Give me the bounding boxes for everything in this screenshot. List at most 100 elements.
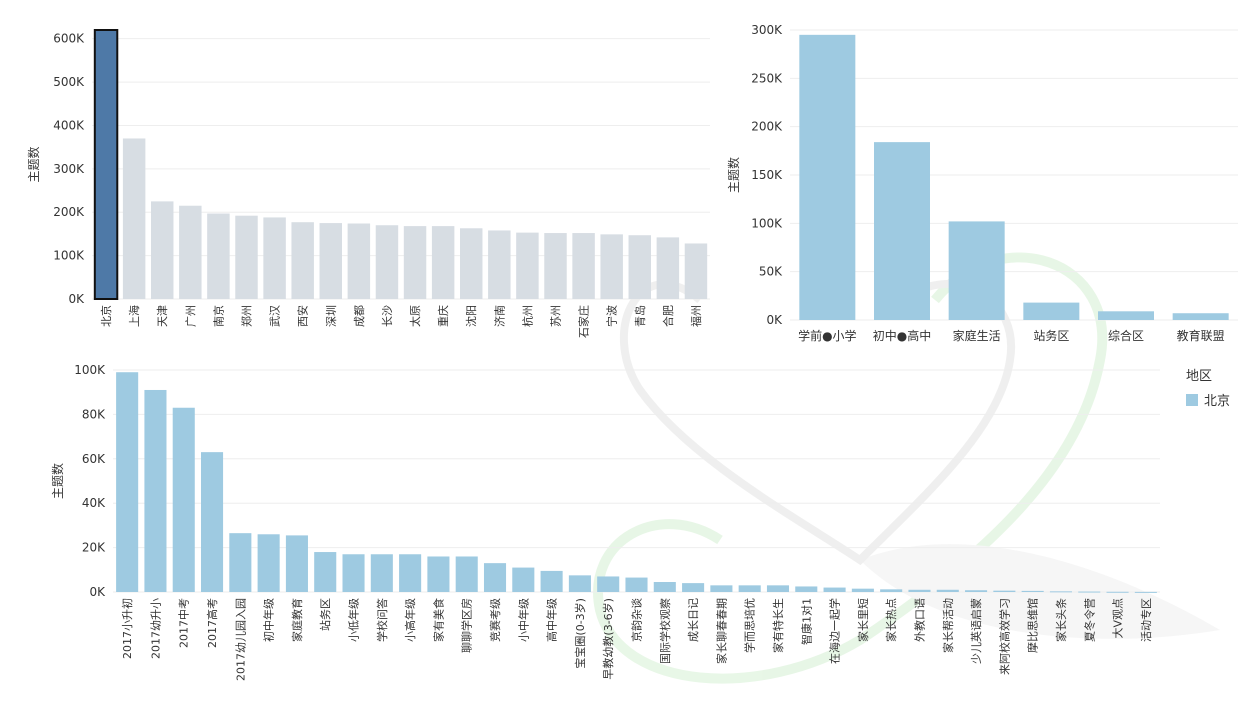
- legend-entry[interactable]: 北京: [1186, 390, 1230, 409]
- bar[interactable]: [370, 554, 393, 592]
- y-tick-label: 400K: [53, 118, 85, 132]
- bar[interactable]: [257, 534, 280, 592]
- category-label: 苏州: [550, 305, 563, 327]
- bar[interactable]: [908, 589, 931, 592]
- bar[interactable]: [179, 205, 202, 299]
- bar[interactable]: [948, 221, 1005, 320]
- bar[interactable]: [144, 389, 167, 592]
- category-label: 聊聊学区房: [460, 598, 474, 653]
- bar[interactable]: [1023, 302, 1080, 320]
- bar[interactable]: [1098, 311, 1154, 320]
- category-label: 小低年级: [347, 598, 361, 642]
- bar[interactable]: [285, 535, 308, 592]
- bar[interactable]: [1106, 591, 1129, 593]
- y-tick-label: 60K: [82, 452, 106, 466]
- bar[interactable]: [795, 586, 818, 592]
- bar[interactable]: [459, 228, 483, 299]
- category-label: 广州: [184, 305, 197, 327]
- bar[interactable]: [342, 554, 365, 592]
- bar[interactable]: [874, 142, 930, 320]
- category-label: 家庭生活: [953, 328, 1001, 343]
- bar[interactable]: [150, 201, 174, 299]
- bar[interactable]: [766, 585, 790, 592]
- bar[interactable]: [880, 589, 903, 592]
- bar[interactable]: [229, 533, 252, 592]
- bar[interactable]: [540, 570, 563, 592]
- category-label: 摩比思维馆: [1026, 598, 1040, 653]
- category-label: 2017高考: [205, 598, 219, 648]
- bar[interactable]: [455, 556, 478, 592]
- bar[interactable]: [207, 213, 230, 299]
- bar[interactable]: [483, 563, 507, 592]
- bar[interactable]: [93, 29, 119, 300]
- y-tick-label: 500K: [53, 75, 85, 89]
- bar[interactable]: [597, 576, 620, 592]
- bar[interactable]: [572, 233, 595, 299]
- bar[interactable]: [116, 372, 139, 592]
- bar[interactable]: [427, 556, 450, 592]
- category-label: 初中●高中: [873, 328, 931, 343]
- category-label: 竞赛考级: [488, 598, 502, 642]
- bar[interactable]: [347, 223, 371, 299]
- bar[interactable]: [799, 34, 856, 320]
- bar[interactable]: [936, 589, 959, 592]
- bar[interactable]: [628, 235, 652, 299]
- bar[interactable]: [403, 226, 427, 299]
- bar[interactable]: [625, 577, 648, 592]
- bar[interactable]: [172, 407, 195, 592]
- legend: 地区 北京: [1186, 365, 1230, 409]
- bar[interactable]: [1172, 313, 1229, 320]
- bar[interactable]: [544, 233, 567, 299]
- bar[interactable]: [965, 590, 988, 592]
- y-tick-label: 150K: [751, 168, 783, 182]
- category-label: 小中年级: [516, 598, 530, 642]
- bar[interactable]: [516, 232, 539, 299]
- bar[interactable]: [738, 585, 761, 592]
- bar[interactable]: [656, 237, 680, 299]
- bar[interactable]: [1021, 590, 1044, 592]
- bar[interactable]: [653, 582, 676, 592]
- category-label: 家长热点: [884, 598, 898, 642]
- bar[interactable]: [684, 243, 708, 299]
- y-tick-label: 300K: [751, 23, 783, 37]
- bar[interactable]: [682, 583, 705, 592]
- category-label: 北京: [99, 305, 113, 327]
- category-label: 京韵杂谈: [630, 598, 644, 642]
- bar[interactable]: [600, 234, 623, 299]
- category-label: 夏冬令营: [1082, 598, 1096, 642]
- bar[interactable]: [201, 452, 224, 592]
- category-label: 家庭教育: [290, 598, 304, 642]
- y-tick-label: 0K: [89, 585, 106, 599]
- chart-top-left: 0K 100K 200K 300K 400K 500K 600K 主题数北京 上海 天津 广州 南京郑…: [26, 29, 710, 338]
- bar[interactable]: [431, 226, 455, 299]
- category-label: 长沙: [381, 305, 394, 327]
- category-label: 2017中考: [178, 598, 191, 648]
- bar[interactable]: [122, 138, 146, 299]
- bar[interactable]: [512, 567, 535, 592]
- category-label: 外教口语: [913, 598, 926, 642]
- bar[interactable]: [993, 590, 1016, 592]
- bar[interactable]: [488, 230, 511, 299]
- bar[interactable]: [1078, 591, 1101, 593]
- y-tick-label: 100K: [53, 249, 85, 263]
- bar[interactable]: [710, 585, 733, 592]
- bar[interactable]: [1049, 591, 1072, 593]
- bar[interactable]: [823, 587, 846, 592]
- bar[interactable]: [314, 552, 337, 592]
- bar[interactable]: [319, 223, 343, 299]
- bar[interactable]: [263, 217, 286, 299]
- bar[interactable]: [291, 222, 314, 299]
- category-label: 石家庄: [577, 305, 591, 338]
- category-label: 学校问答: [375, 598, 389, 642]
- bar[interactable]: [375, 225, 399, 299]
- bar[interactable]: [399, 554, 422, 592]
- category-label: 来阿校高效学习: [997, 598, 1011, 675]
- bar[interactable]: [1134, 591, 1157, 593]
- bar[interactable]: [568, 575, 591, 592]
- bar[interactable]: [851, 588, 874, 592]
- bar[interactable]: [235, 215, 258, 299]
- legend-entry-label: 北京: [1204, 394, 1231, 409]
- category-label: 武汉: [269, 305, 282, 327]
